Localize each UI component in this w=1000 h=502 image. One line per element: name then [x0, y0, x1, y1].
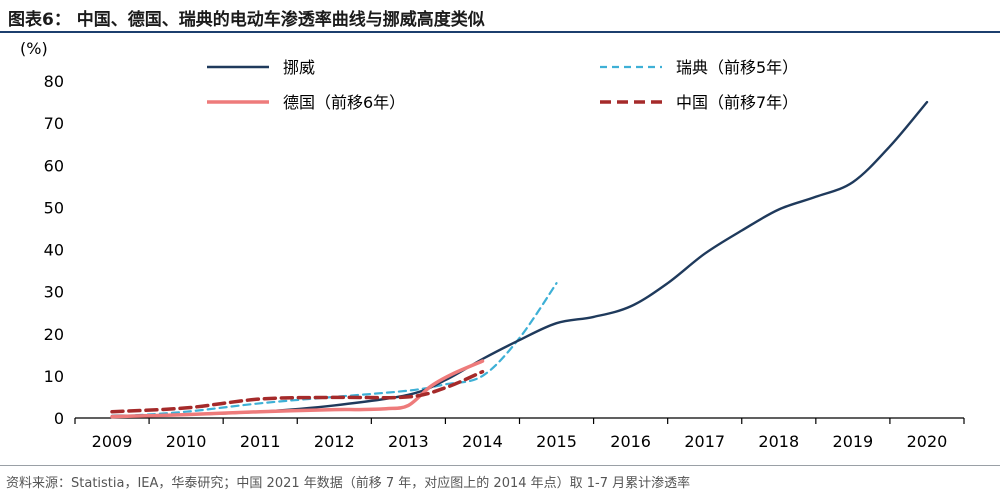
y-tick-label: 80	[44, 72, 64, 91]
x-tick-label: 2016	[610, 432, 651, 451]
legend-label-sweden: 瑞典（前移5年）	[676, 58, 798, 77]
x-tick-label: 2010	[166, 432, 207, 451]
series-line-germany	[110, 359, 485, 419]
x-tick-label: 2019	[833, 432, 874, 451]
legend-label-germany: 德国（前移6年）	[283, 93, 405, 112]
series-line-sweden	[110, 282, 558, 418]
header-divider	[0, 31, 1000, 33]
x-tick-label: 2013	[388, 432, 429, 451]
y-axis-ticks: 0 10 20 30 40 50 60 70 80	[44, 72, 64, 428]
y-tick-label: 30	[44, 283, 64, 302]
source-note: 资料来源：Statistia，IEA，华泰研究；中国 2021 年数据（前移 7…	[6, 476, 691, 491]
x-tick-label: 2011	[240, 432, 281, 451]
x-tick-label: 2009	[92, 432, 133, 451]
series-layer	[110, 100, 929, 419]
x-tick-label: 2014	[462, 432, 503, 451]
y-axis-unit-label: (%)	[20, 39, 48, 58]
y-tick-label: 40	[44, 241, 64, 260]
chart-header: 图表6： 中国、德国、瑞典的电动车渗透率曲线与挪威高度类似	[0, 0, 1000, 34]
series-line-china	[110, 369, 485, 414]
y-tick-label: 10	[44, 367, 64, 386]
y-tick-label: 70	[44, 114, 64, 133]
figure-title: 图表6： 中国、德国、瑞典的电动车渗透率曲线与挪威高度类似	[8, 10, 485, 30]
legend-label-china: 中国（前移7年）	[676, 93, 798, 112]
y-tick-label: 20	[44, 325, 64, 344]
y-tick-label: 0	[54, 409, 64, 428]
x-axis: 2009 2010 2011 2012 2013 2014 2015 2016 2017 2018…	[74, 417, 965, 451]
x-tick-label: 2018	[758, 432, 799, 451]
x-tick-label: 2012	[314, 432, 355, 451]
x-tick-label: 2017	[684, 432, 725, 451]
legend: 挪威 瑞典（前移5年） 德国（前移6年） 中国（前移7年）	[207, 58, 798, 112]
y-tick-label: 50	[44, 198, 64, 217]
legend-label-norway: 挪威	[283, 58, 315, 77]
x-tick-label: 2015	[536, 432, 577, 451]
footer-divider	[0, 465, 1000, 466]
y-tick-label: 60	[44, 156, 64, 175]
series-line-norway	[110, 100, 929, 418]
x-tick-label: 2020	[907, 432, 948, 451]
